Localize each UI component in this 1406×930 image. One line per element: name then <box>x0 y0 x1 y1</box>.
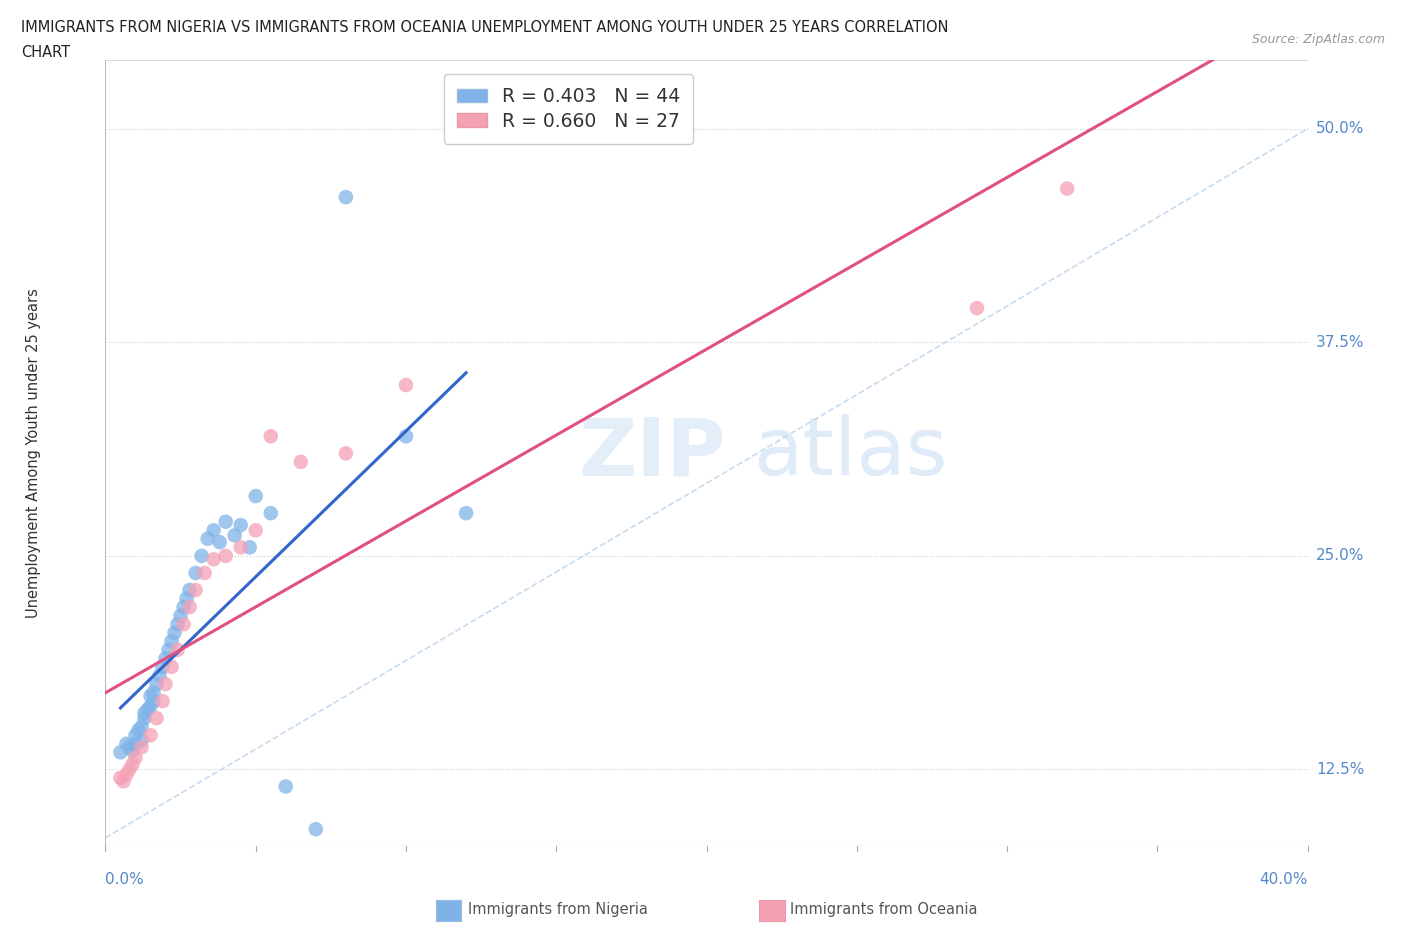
Point <box>260 429 283 444</box>
Point <box>121 757 143 772</box>
Point <box>148 668 170 683</box>
Text: CHART: CHART <box>21 45 70 60</box>
Point <box>115 767 138 782</box>
Text: Unemployment Among Youth under 25 years: Unemployment Among Youth under 25 years <box>25 288 41 618</box>
Point <box>1056 181 1078 196</box>
Point <box>124 737 146 751</box>
Point <box>112 774 135 789</box>
Point <box>131 733 153 748</box>
Text: 25.0%: 25.0% <box>1316 549 1364 564</box>
Point <box>274 779 297 794</box>
Point <box>239 540 262 555</box>
Text: atlas: atlas <box>754 415 948 492</box>
Point <box>128 723 150 737</box>
Point <box>139 698 162 713</box>
Point <box>134 706 156 721</box>
Point <box>152 694 174 709</box>
Point <box>131 719 153 734</box>
Point <box>173 600 195 615</box>
Point <box>157 643 180 658</box>
Point <box>229 518 252 533</box>
Point <box>166 617 188 631</box>
Point <box>166 643 188 658</box>
Point <box>229 540 252 555</box>
Point <box>245 488 267 503</box>
Text: 50.0%: 50.0% <box>1316 121 1364 137</box>
Point <box>173 617 195 631</box>
Point <box>202 551 225 566</box>
Point <box>110 745 132 760</box>
Point <box>118 739 141 754</box>
Point <box>145 676 167 691</box>
Legend: R = 0.403   N = 44, R = 0.660   N = 27: R = 0.403 N = 44, R = 0.660 N = 27 <box>443 73 693 143</box>
Point <box>224 528 246 543</box>
Point <box>454 506 477 521</box>
Text: Immigrants from Oceania: Immigrants from Oceania <box>790 902 977 917</box>
Point <box>169 608 191 623</box>
Point <box>139 728 162 743</box>
Point <box>214 549 236 564</box>
Point <box>163 625 186 640</box>
Text: 12.5%: 12.5% <box>1316 762 1364 777</box>
Text: Source: ZipAtlas.com: Source: ZipAtlas.com <box>1251 33 1385 46</box>
Point <box>335 190 357 205</box>
Point <box>124 728 146 743</box>
Point <box>136 702 159 717</box>
Text: ZIP: ZIP <box>579 415 725 492</box>
Point <box>110 771 132 786</box>
Point <box>184 565 207 580</box>
Point <box>305 822 328 837</box>
Point <box>176 591 198 606</box>
Point <box>118 762 141 777</box>
Point <box>152 659 174 674</box>
Point <box>179 582 201 597</box>
Point <box>395 378 418 392</box>
Point <box>260 506 283 521</box>
Point <box>395 429 418 444</box>
Point <box>202 523 225 538</box>
Point <box>139 688 162 703</box>
Point <box>134 711 156 725</box>
Point <box>245 523 267 538</box>
Point <box>160 634 183 649</box>
Point <box>131 739 153 754</box>
Text: IMMIGRANTS FROM NIGERIA VS IMMIGRANTS FROM OCEANIA UNEMPLOYMENT AMONG YOUTH UNDE: IMMIGRANTS FROM NIGERIA VS IMMIGRANTS FR… <box>21 20 949 35</box>
Point <box>155 676 177 691</box>
Text: 37.5%: 37.5% <box>1316 335 1364 350</box>
Point <box>184 582 207 597</box>
Point <box>124 750 146 764</box>
Text: 0.0%: 0.0% <box>105 872 145 887</box>
Point <box>290 455 312 470</box>
Point <box>214 514 236 529</box>
Point <box>121 743 143 758</box>
Point <box>160 659 183 674</box>
Point <box>190 549 212 564</box>
Point <box>155 651 177 666</box>
Point <box>115 737 138 751</box>
Point <box>142 694 165 709</box>
Text: 40.0%: 40.0% <box>1260 872 1308 887</box>
Point <box>179 600 201 615</box>
Point <box>335 446 357 461</box>
Point <box>194 565 217 580</box>
Point <box>208 535 231 550</box>
Point <box>145 711 167 725</box>
Text: Immigrants from Nigeria: Immigrants from Nigeria <box>468 902 648 917</box>
Point <box>966 300 988 315</box>
Point <box>142 685 165 700</box>
Point <box>197 531 219 546</box>
